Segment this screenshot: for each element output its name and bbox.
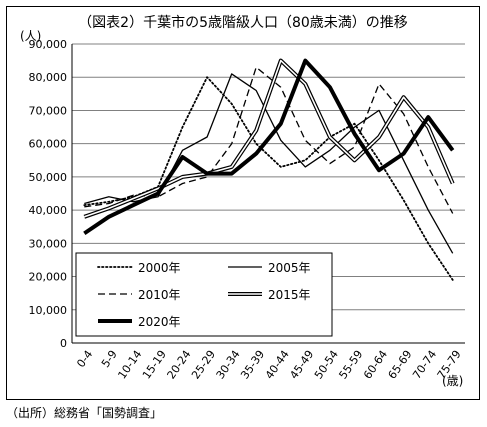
legend: 2000年 2005年 2010年 2015年 2020年 <box>75 252 333 337</box>
chart-frame <box>6 6 480 400</box>
y-tick-label: 40,000 <box>29 204 68 217</box>
x-tick-label: 65-69 <box>386 348 415 382</box>
x-tick-label: 10-14 <box>115 348 144 382</box>
x-axis-label: (歳) <box>442 374 463 388</box>
series-line <box>84 66 454 214</box>
y-tick-label: 50,000 <box>29 171 68 184</box>
x-tick-label: 50-54 <box>312 348 341 382</box>
legend-label: 2015年 <box>268 288 311 302</box>
legend-label: 2005年 <box>268 261 311 275</box>
gridlines <box>72 43 465 311</box>
y-tick-label: 20,000 <box>29 271 68 284</box>
x-tick-label: 60-64 <box>361 348 390 382</box>
y-tick-label: 10,000 <box>29 304 68 317</box>
legend-label: 2020年 <box>138 315 181 329</box>
x-tick-label: 55-59 <box>336 348 365 382</box>
y-tick-label: 0 <box>60 337 67 350</box>
x-tick-label: 35-39 <box>238 348 267 382</box>
legend-label: 2000年 <box>138 261 181 275</box>
legend-label: 2010年 <box>138 288 181 302</box>
x-tick-label: 0-4 <box>74 348 95 370</box>
y-tick-label: 90,000 <box>29 38 68 51</box>
x-tick-label: 70-74 <box>410 348 439 382</box>
x-tick-label: 15-19 <box>140 348 169 382</box>
y-tick-label: 60,000 <box>29 138 68 151</box>
series-line <box>83 76 454 281</box>
series-line <box>83 58 455 236</box>
x-tick-label: 40-44 <box>263 348 292 382</box>
chart-title: （図表2）千葉市の5歳階級人口（80歳未満）の推移 <box>78 14 408 31</box>
axes: 0 10,000 20,000 30,000 40,000 50,000 60,000 70,… <box>29 38 465 382</box>
x-tick-label: 30-34 <box>214 348 243 382</box>
x-tick-label: 5-9 <box>99 348 120 370</box>
source-note: （出所）総務省「国勢調査」 <box>6 406 163 420</box>
y-axis-label: (人) <box>20 29 41 43</box>
series-lines <box>83 58 455 281</box>
x-tick-label: 20-24 <box>165 348 194 382</box>
series-line-inner <box>84 59 454 218</box>
y-tick-label: 30,000 <box>29 237 68 250</box>
series-3 <box>83 58 455 219</box>
y-tick-label: 80,000 <box>29 71 68 84</box>
series-0 <box>83 76 454 281</box>
series-4 <box>83 58 455 236</box>
y-tick-label: 70,000 <box>29 104 68 117</box>
x-tick-label: 45-49 <box>287 348 316 382</box>
x-tick-label: 25-29 <box>189 348 218 382</box>
series-2 <box>84 66 454 214</box>
